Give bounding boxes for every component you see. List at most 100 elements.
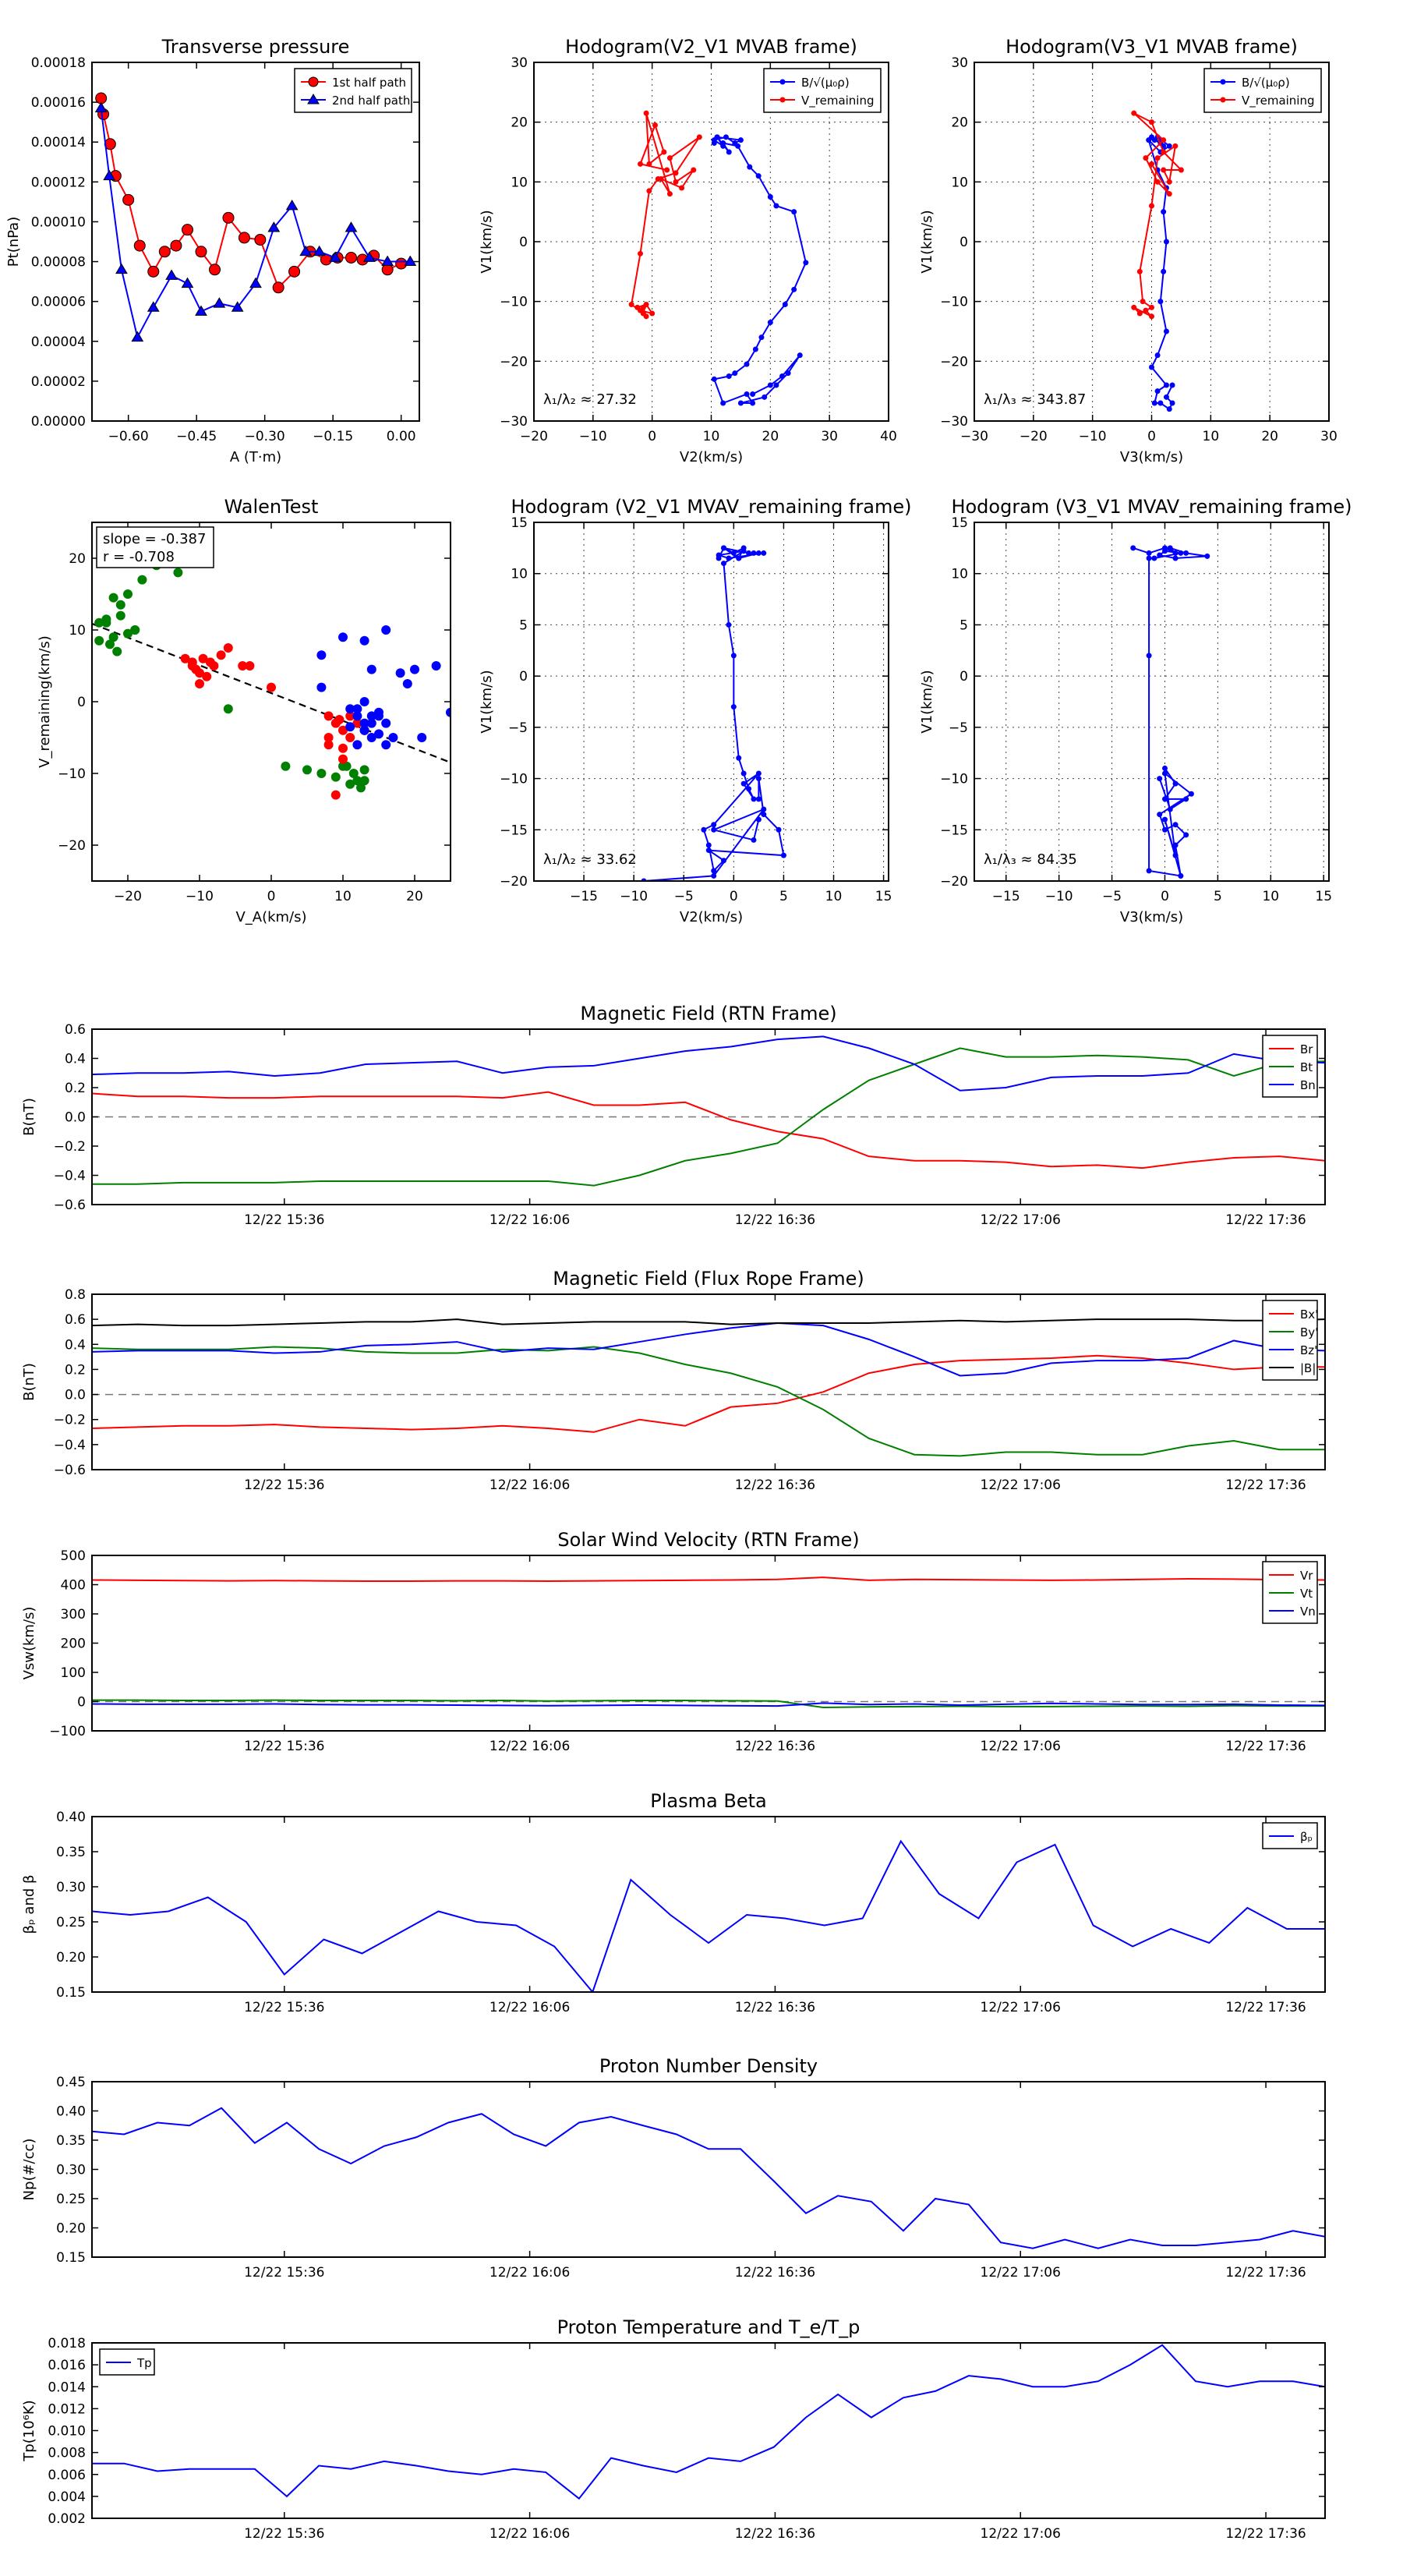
series-line-3: [92, 1322, 1325, 1377]
data-point: [249, 277, 262, 288]
data-layer: [628, 110, 809, 406]
data-point: [751, 550, 757, 556]
data-point: [359, 776, 369, 786]
data-point: [1149, 304, 1154, 310]
chart-7: 12/22 15:36 12/22 16:06 12/22 16:36 12/22 1…: [21, 1003, 1326, 1228]
data-point: [182, 224, 193, 236]
data-point: [726, 555, 732, 561]
data-point: [122, 193, 135, 206]
data-point: [330, 790, 341, 800]
series-line-2: [100, 108, 411, 340]
y-tick-label: 0: [77, 1695, 86, 1711]
y-axis-label: Tp(10⁶K): [21, 2400, 37, 2461]
data-point: [1143, 307, 1149, 313]
series-line-1: [92, 2107, 1325, 2249]
data-point: [761, 806, 767, 812]
data-layer: [94, 561, 451, 800]
x-tick-label: −20: [520, 429, 548, 444]
x-tick-label: 20: [406, 889, 423, 904]
chart-2: −20 −10 0 10 20 30 40−30−20−100102030Hodogram(…: [479, 36, 897, 465]
data-point: [195, 679, 204, 688]
data-point: [299, 245, 313, 257]
data-point: [1161, 548, 1168, 554]
series-line-1: [92, 1354, 1325, 1433]
data-point: [410, 664, 419, 674]
x-tick-label: 12/22 17:06: [981, 2000, 1061, 2015]
data-point: [1172, 550, 1179, 556]
x-tick-label: 20: [762, 429, 779, 444]
x-tick-label: −10: [1079, 429, 1107, 444]
data-point: [222, 211, 235, 224]
data-point: [359, 765, 369, 775]
data-point: [115, 600, 125, 610]
chart-10: 12/22 15:36 12/22 16:06 12/22 16:36 12/22 1…: [21, 1790, 1326, 2015]
data-point: [1136, 268, 1143, 274]
data-point: [330, 772, 341, 782]
y-tick-label: 0: [959, 669, 968, 685]
y-tick-label: −30: [940, 414, 968, 430]
plot-frame: [91, 1293, 1326, 1470]
x-tick-label: 12/22 15:36: [244, 1212, 324, 1228]
data-point: [359, 718, 369, 728]
data-point: [352, 718, 362, 728]
data-point: [755, 796, 762, 802]
legend-label: Vn: [1300, 1605, 1316, 1619]
data-point: [431, 661, 441, 671]
y-tick-label: 0.40: [56, 2104, 86, 2120]
data-point: [1167, 545, 1173, 551]
y-tick-label: 20: [951, 115, 968, 131]
y-tick-label: 0.002: [48, 2511, 86, 2527]
y-tick-label: −10: [500, 772, 528, 787]
y-axis-label: B(nT): [21, 1363, 37, 1401]
y-tick-label: 15: [511, 515, 528, 531]
chart-1: −0.60 −0.45 −0.30 −0.15 0.00 0.00000 0.00002 0.…: [5, 36, 420, 465]
chart-3: −30 −20 −10 0 10 20 30 −30 −20 −10 0 10 20 30 Hodogram…: [919, 36, 1338, 465]
series-line-4: [92, 1318, 1325, 1327]
data-point: [1140, 299, 1146, 305]
y-axis-label: V1(km/s): [919, 670, 935, 733]
y-tick-label: −20: [500, 874, 528, 890]
stats-text: slope = -0.387: [103, 531, 206, 547]
x-axis-label: V3(km/s): [1120, 449, 1183, 465]
plot-frame: [91, 1816, 1326, 1993]
data-point: [762, 394, 768, 400]
data-point: [1130, 545, 1136, 551]
x-tick-label: 20: [1261, 429, 1278, 444]
data-point: [761, 550, 767, 556]
x-tick-label: −10: [620, 889, 648, 904]
y-tick-label: 0.008: [48, 2446, 86, 2461]
x-tick-label: 5: [1214, 889, 1222, 904]
y-tick-label: 0.45: [56, 2075, 86, 2090]
y-tick-label: 0.012: [48, 2401, 86, 2417]
data-point: [213, 297, 226, 308]
data-point: [1149, 313, 1154, 320]
data-point: [238, 661, 248, 671]
data-point: [202, 671, 212, 681]
data-point: [767, 382, 773, 388]
data-point: [646, 161, 652, 167]
y-tick-label: 0: [959, 235, 968, 250]
y-tick-label: 0.20: [56, 2221, 86, 2237]
x-tick-label: 12/22 17:36: [1225, 1477, 1306, 1493]
y-tick-label: 0: [77, 695, 86, 710]
data-point: [1166, 143, 1172, 149]
data-point: [755, 550, 762, 556]
plot-area: [534, 522, 889, 881]
x-tick-label: 10: [703, 429, 720, 444]
data-point: [730, 704, 737, 710]
series-line-2: [1158, 767, 1189, 811]
data-point: [267, 682, 276, 692]
legend-box: [763, 68, 882, 113]
data-point: [366, 733, 376, 742]
y-tick-label: 0.4: [65, 1052, 86, 1067]
series-line-2: [92, 1346, 1325, 1457]
legend-label: Bx': [1300, 1307, 1318, 1322]
data-point: [767, 320, 773, 325]
y-tick-label: −20: [940, 874, 968, 890]
data-point: [1161, 826, 1168, 833]
chart-title: Hodogram(V2_V1 MVAB frame): [565, 36, 857, 58]
series-line-2: [643, 807, 766, 881]
data-point: [1166, 406, 1172, 412]
data-point: [705, 847, 712, 854]
